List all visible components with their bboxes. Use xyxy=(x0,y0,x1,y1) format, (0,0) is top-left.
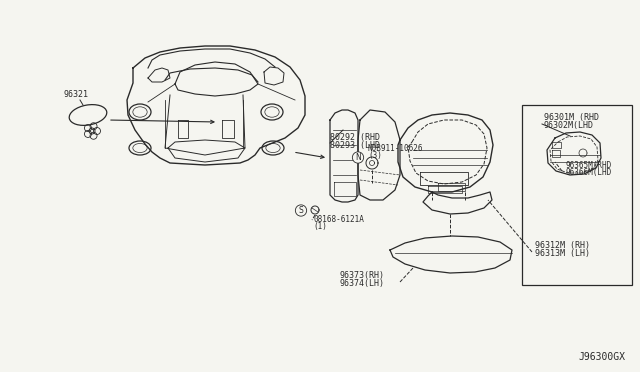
Text: 96302M(LHD: 96302M(LHD xyxy=(544,121,594,130)
Text: (3): (3) xyxy=(368,151,382,160)
Text: 80292 (RHD: 80292 (RHD xyxy=(330,133,380,142)
Text: 96313M (LH): 96313M (LH) xyxy=(535,249,590,258)
Text: (1): (1) xyxy=(313,222,327,231)
Text: 96312M (RH): 96312M (RH) xyxy=(535,241,590,250)
Text: 80293 (LHD: 80293 (LHD xyxy=(330,141,380,150)
Text: 96373(RH): 96373(RH) xyxy=(340,271,385,280)
Text: S: S xyxy=(299,206,303,215)
Text: J96300GX: J96300GX xyxy=(578,352,625,362)
Text: 08168-6121A: 08168-6121A xyxy=(313,215,364,224)
Bar xyxy=(522,105,632,285)
Text: 96301M (RHD: 96301M (RHD xyxy=(544,113,599,122)
Text: 96321: 96321 xyxy=(63,90,88,99)
Text: 96365M(RHD: 96365M(RHD xyxy=(565,161,611,170)
Text: 96366M(LHD: 96366M(LHD xyxy=(565,168,611,177)
Text: N0B911-10626: N0B911-10626 xyxy=(368,144,424,153)
Text: N: N xyxy=(355,153,361,162)
Text: 96374(LH): 96374(LH) xyxy=(340,279,385,288)
